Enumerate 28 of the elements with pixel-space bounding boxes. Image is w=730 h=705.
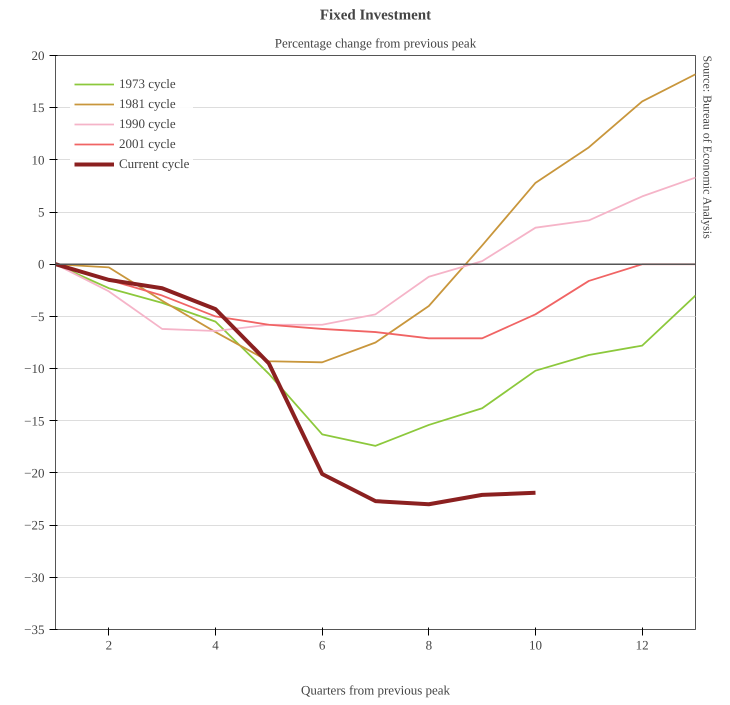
y-tick-label: −25: [24, 518, 45, 533]
x-tick-label: 10: [529, 638, 542, 652]
legend-label: 1981 cycle: [119, 96, 176, 112]
x-tick-label: 12: [636, 638, 649, 652]
chart-title: Fixed Investment: [320, 8, 432, 24]
y-tick-label: 20: [32, 48, 44, 63]
y-tick-label: −35: [24, 622, 45, 637]
x-tick-label: 4: [212, 638, 220, 652]
x-tick-label: 8: [426, 638, 432, 652]
y-tick-label: 15: [32, 100, 44, 116]
y-tick-label: 0: [38, 256, 44, 272]
x-axis-title: Quarters from previous peak: [300, 682, 451, 698]
legend-label: 2001 cycle: [119, 136, 176, 152]
legend-label: Current cycle: [119, 156, 190, 172]
y-tick-label: −30: [24, 570, 45, 585]
legend-label: 1973 cycle: [119, 76, 176, 92]
y-tick-label: 5: [38, 204, 44, 220]
y-tick-label: 10: [32, 152, 44, 168]
y-tick-label: −10: [24, 361, 45, 376]
x-tick-label: 6: [318, 638, 326, 652]
y-tick-label: −5: [30, 308, 45, 324]
y-tick-label: −20: [24, 465, 45, 480]
source-note: Source: Bureau of Economic Analysis: [700, 56, 714, 240]
line-series: [56, 262, 538, 506]
y-tick-label: −15: [24, 413, 45, 428]
chart-subtitle: Percentage change from previous peak: [274, 36, 477, 50]
x-tick-label: 2: [106, 638, 112, 652]
legend-label: 1990 cycle: [119, 116, 176, 132]
